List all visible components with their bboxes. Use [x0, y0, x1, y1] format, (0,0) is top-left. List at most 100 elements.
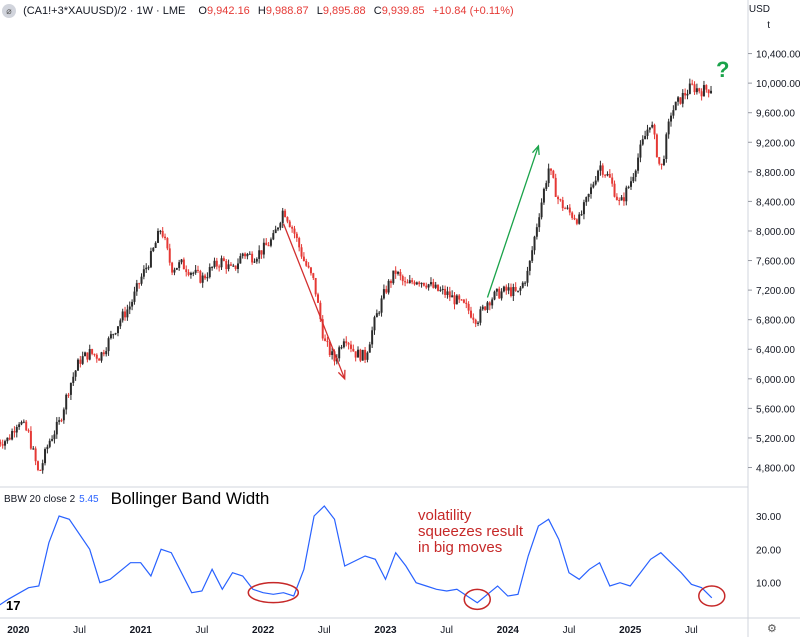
candle-body — [451, 295, 454, 298]
candle-body — [112, 334, 115, 336]
candle-body — [382, 289, 385, 299]
candle-body — [161, 230, 164, 237]
candle-body — [484, 306, 487, 310]
price-tick-label: 7,600.00 — [756, 257, 795, 268]
candle-body — [479, 309, 482, 323]
candle-body — [446, 291, 449, 295]
candle-body — [702, 85, 705, 97]
candle-body — [69, 382, 72, 395]
candle-body — [366, 352, 369, 360]
candle-body — [460, 299, 463, 301]
candle-body — [192, 272, 195, 274]
candle-body — [164, 236, 167, 239]
candle-body — [571, 212, 574, 218]
candle-body — [385, 289, 388, 293]
arrow-head — [337, 369, 346, 381]
candle-body — [648, 127, 651, 130]
candle-body — [189, 272, 192, 275]
candle-body — [387, 280, 390, 293]
candle-body — [232, 265, 235, 267]
candle-body — [691, 83, 694, 85]
candle-body — [566, 207, 569, 209]
candle-body — [549, 168, 552, 171]
candle-body — [597, 170, 600, 181]
currency-label[interactable]: USD — [748, 4, 770, 15]
candle-body — [660, 163, 663, 165]
candle-body — [389, 280, 392, 284]
candle-body — [399, 271, 402, 277]
candle-body — [644, 135, 647, 140]
annotation-line-3: in big moves — [418, 539, 503, 556]
candle-body — [481, 306, 484, 310]
candle-body — [102, 352, 105, 355]
candle-body — [244, 253, 247, 257]
candle-body — [305, 261, 308, 266]
candle-body — [185, 269, 188, 273]
candle-body — [109, 334, 112, 339]
candle-body — [218, 266, 221, 268]
candle-body — [604, 174, 607, 176]
price-tick-label: 9,200.00 — [756, 138, 795, 149]
candle-body — [145, 267, 148, 270]
candle-body — [491, 299, 494, 306]
candle-body — [25, 421, 28, 431]
candle-body — [199, 270, 202, 283]
candle-body — [53, 434, 56, 440]
chart-title: (CA1!+3*XAUUSD)/2 · 1W · LME — [23, 5, 186, 17]
candle-body — [517, 290, 520, 292]
candle-body — [653, 124, 656, 135]
candle-body — [707, 89, 710, 94]
candle-body — [462, 299, 465, 303]
candle-body — [526, 270, 529, 283]
candle-body — [469, 310, 472, 318]
close-label: C — [373, 5, 382, 17]
settings-gear-icon[interactable]: ⚙ — [767, 623, 777, 635]
candle-body — [474, 319, 477, 324]
candle-body — [674, 101, 677, 111]
candle-body — [357, 349, 360, 358]
candle-body — [408, 280, 411, 284]
candle-body — [18, 424, 21, 428]
time-tick-label: 2023 — [374, 625, 397, 636]
candle-body — [227, 264, 230, 270]
squeeze-circle — [247, 581, 300, 604]
candle-body — [253, 261, 256, 263]
candle-body — [76, 359, 79, 371]
candle-body — [44, 449, 47, 464]
candle-body — [361, 349, 364, 361]
price-tick-label: 8,000.00 — [756, 227, 795, 238]
low-label: L — [316, 5, 323, 17]
candle-body — [246, 254, 249, 257]
candle-body — [695, 88, 698, 93]
candle-body — [397, 271, 400, 274]
candle-body — [347, 343, 350, 345]
candle-body — [622, 197, 625, 202]
time-tick-label: Jul — [685, 625, 698, 636]
candle-body — [364, 349, 367, 360]
candle-body — [225, 260, 228, 270]
candle-body — [105, 351, 108, 355]
candle-body — [180, 259, 183, 263]
candle-body — [439, 289, 442, 291]
candle-body — [239, 256, 242, 264]
candle-body — [589, 187, 592, 194]
candle-body — [495, 288, 498, 292]
candle-body — [599, 165, 602, 171]
time-tick-label: 2022 — [252, 625, 275, 636]
candle-body — [8, 437, 11, 440]
question-mark: ? — [716, 57, 730, 82]
candle-body — [352, 348, 355, 352]
candle-body — [119, 320, 122, 327]
candle-body — [620, 197, 623, 201]
candle-body — [611, 177, 614, 184]
candle-body — [206, 277, 209, 279]
candle-body — [618, 200, 621, 202]
squeeze-circle — [698, 585, 726, 607]
candle-body — [448, 291, 451, 298]
tradingview-logo[interactable]: 17 — [6, 598, 21, 613]
candle-body — [380, 298, 383, 313]
candle-body — [269, 239, 272, 246]
candle-body — [15, 427, 18, 433]
indicator-legend[interactable]: BBW 20 close 2 5.45 Bollinger Band Width — [4, 489, 269, 509]
candle-body — [46, 446, 49, 450]
